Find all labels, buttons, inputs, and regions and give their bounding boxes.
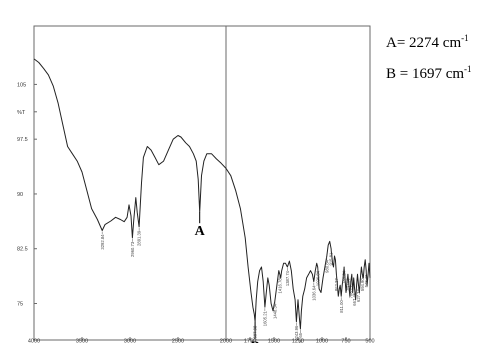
- peak-label: 915.81: [329, 252, 334, 265]
- x-tick-label: 500: [365, 339, 374, 343]
- peak-label: 750.00: [346, 278, 351, 291]
- legend-a: A= 2274 cm-1: [386, 33, 469, 52]
- peak-label: 667.46: [352, 292, 357, 305]
- peak-label: 548.40: [364, 274, 369, 287]
- annotation-b: B: [250, 340, 259, 343]
- peak-label: 1026.84: [315, 270, 320, 286]
- x-tick-label: 750: [341, 339, 350, 343]
- y-tick-label: %T: [17, 110, 26, 116]
- y-tick-label: 82.5: [17, 247, 28, 253]
- x-tick-label: 1500: [268, 339, 280, 343]
- peak-label: 862.27: [334, 278, 339, 291]
- peak-label: 2891.39: [137, 230, 142, 246]
- x-tick-label: 1000: [316, 339, 328, 343]
- annotation-a: A: [195, 224, 206, 239]
- peak-label: 2960.73: [130, 241, 135, 257]
- legend-a-text: A= 2274 cm: [386, 35, 462, 51]
- x-tick-label: 1750: [244, 339, 256, 343]
- x-tick-label: 1250: [292, 339, 304, 343]
- spectrum-line: [33, 58, 371, 330]
- y-tick-label: 75: [17, 301, 23, 307]
- y-tick-label: 105: [17, 82, 26, 88]
- legend-b-text: B = 1697 cm: [386, 66, 465, 82]
- peak-label: 708.71: [348, 285, 353, 298]
- peak-label: 1448.34: [273, 303, 278, 319]
- peak-label: 1243.96: [294, 325, 299, 341]
- peak-label: 1605.21: [263, 310, 268, 326]
- plot-frame: [33, 25, 371, 341]
- peak-label: 1387.74: [285, 270, 290, 286]
- y-tick-label: 90: [17, 192, 23, 198]
- peak-label: 1036.64: [311, 285, 316, 301]
- peak-label: 785.84: [342, 270, 347, 283]
- x-tick-label: 3500: [76, 339, 88, 343]
- peak-label: 811.00: [339, 300, 344, 313]
- legend-b-exponent: -1: [464, 64, 472, 74]
- legend-b: B = 1697 cm-1: [386, 64, 472, 83]
- x-tick-label: 3000: [124, 339, 136, 343]
- x-tick-label: 2000: [220, 339, 232, 343]
- peak-label: 980.84: [324, 259, 329, 272]
- peak-label: 3292.84: [100, 234, 105, 250]
- peak-label: 627.34: [356, 289, 361, 302]
- peak-label: 1416.78: [277, 278, 282, 294]
- peak-label: 1231.65: [298, 332, 303, 343]
- x-tick-label: 4000: [28, 339, 40, 343]
- legend-a-exponent: -1: [461, 33, 469, 43]
- y-tick-label: 97.5: [17, 137, 28, 143]
- peak-label: 594.90: [360, 278, 365, 291]
- x-tick-label: 2500: [172, 339, 184, 343]
